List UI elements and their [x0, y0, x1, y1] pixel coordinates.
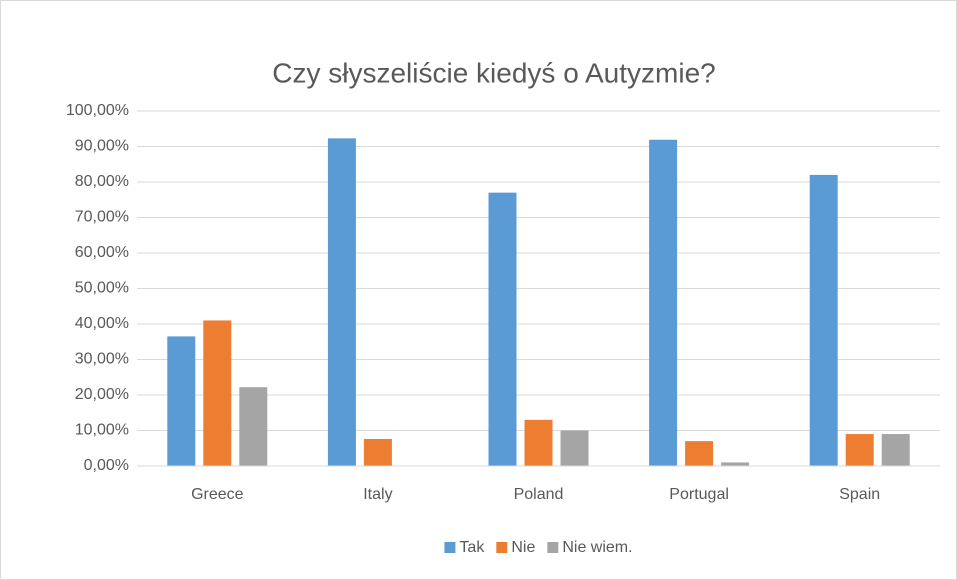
y-tick-label: 0,00% — [84, 457, 129, 474]
legend-swatch — [496, 542, 508, 553]
bar — [560, 430, 589, 466]
legend-label: Tak — [459, 539, 485, 556]
x-tick-label: Spain — [839, 486, 880, 503]
legend-label: Nie — [511, 539, 535, 556]
legend-label: Nie wiem. — [562, 539, 632, 556]
y-tick-label: 80,00% — [75, 173, 129, 190]
y-tick-label: 100,00% — [66, 102, 129, 119]
y-tick-label: 90,00% — [75, 138, 129, 155]
bar — [524, 419, 553, 466]
bar — [167, 336, 196, 466]
x-tick-label: Poland — [514, 486, 564, 503]
bar — [488, 192, 517, 466]
bar — [239, 387, 268, 466]
y-tick-label: 70,00% — [75, 209, 129, 226]
bar — [809, 174, 838, 466]
legend-swatch — [444, 542, 456, 553]
x-tick-label: Portugal — [669, 486, 729, 503]
bar — [327, 138, 356, 466]
x-tick-label: Greece — [191, 486, 244, 503]
y-tick-label: 10,00% — [75, 422, 129, 439]
y-tick-label: 50,00% — [75, 280, 129, 297]
bar — [649, 139, 678, 466]
y-tick-label: 60,00% — [75, 244, 129, 261]
bar — [721, 462, 750, 466]
bar — [203, 320, 232, 466]
y-tick-label: 30,00% — [75, 351, 129, 368]
y-tick-label: 40,00% — [75, 315, 129, 332]
bar — [881, 434, 910, 466]
y-tick-label: 20,00% — [75, 386, 129, 403]
bar — [363, 439, 392, 466]
bar — [845, 434, 874, 466]
bar — [685, 441, 714, 466]
chart-title: Czy słyszeliście kiedyś o Autyzmie? — [272, 57, 715, 88]
legend-swatch — [547, 542, 559, 553]
x-tick-label: Italy — [363, 486, 392, 503]
